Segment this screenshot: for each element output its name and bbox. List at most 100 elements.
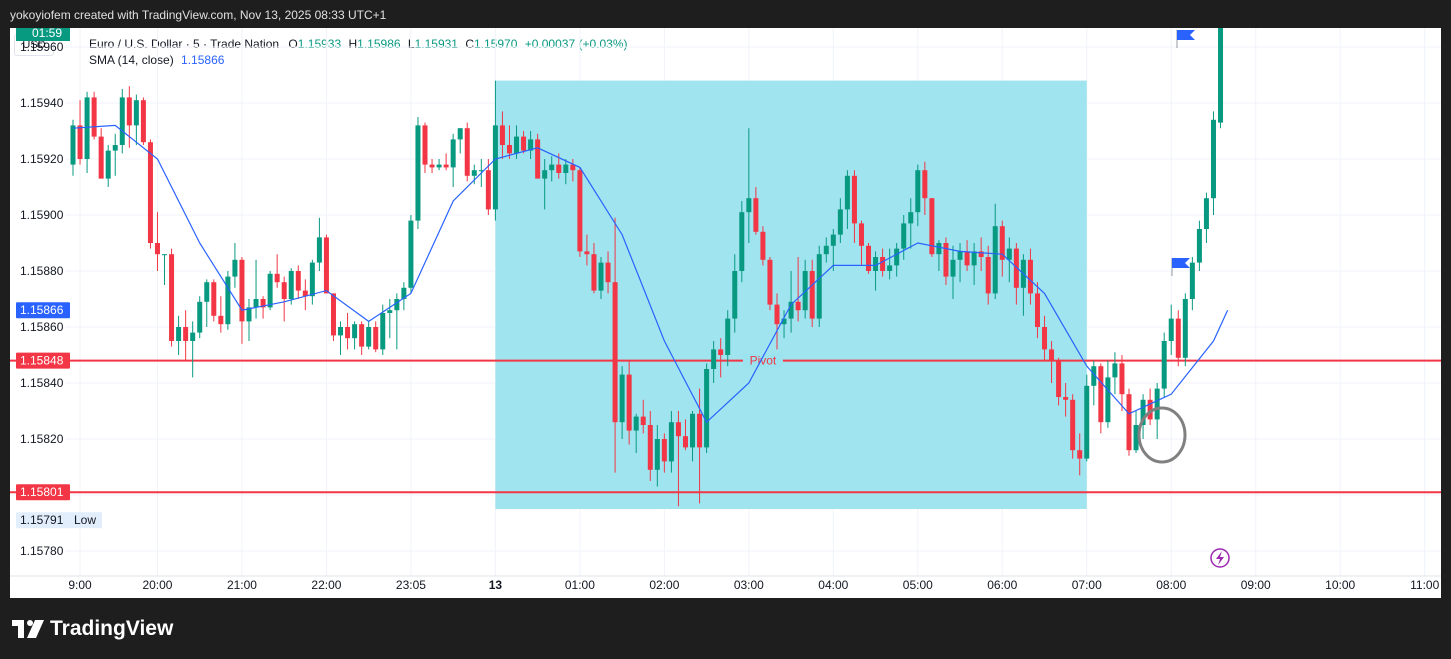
candle-up	[1006, 248, 1012, 260]
legend-sma-row[interactable]: SMA (14, close) 1.15866	[89, 52, 627, 68]
candle-up	[823, 245, 829, 255]
flag-marker-icon[interactable]	[1172, 258, 1190, 268]
candle-down	[760, 231, 766, 260]
candle-up	[957, 251, 963, 260]
candle-up	[528, 139, 534, 151]
low-label-badge	[16, 512, 70, 529]
candle-down	[1063, 397, 1069, 400]
low-label-value: 1.15791	[20, 513, 64, 527]
candle-up	[401, 287, 407, 299]
y-tick-label: 1.15820	[20, 432, 64, 446]
candle-down	[183, 327, 189, 341]
sma-line	[72, 124, 1229, 424]
candle-up	[1084, 385, 1090, 459]
candle-up	[197, 301, 203, 333]
pivot-price-label-value: 1.15848	[20, 354, 64, 368]
candle-up	[1112, 363, 1118, 378]
candle-down	[1126, 394, 1132, 451]
sma-price-label-value: 1.15866	[20, 303, 64, 317]
candle-down	[211, 282, 217, 316]
candle-down	[323, 237, 329, 294]
candle-up	[788, 301, 794, 319]
candle-down	[485, 170, 491, 210]
candle-up	[668, 422, 674, 462]
price-axis[interactable]: 1.157801.158001.158201.158401.158601.158…	[16, 28, 125, 558]
candle-up	[1133, 425, 1139, 451]
candle-down	[499, 125, 505, 145]
candle-up	[725, 318, 731, 355]
time-axis[interactable]: 9:00 20:00 21:00 22:00 23:05 13 01:00 02:00 03:0…	[10, 575, 1441, 592]
candle-down	[302, 290, 308, 297]
candle-up	[1203, 198, 1209, 229]
support-price-label-badge	[16, 484, 70, 501]
candle-up	[908, 212, 914, 224]
candle-up	[492, 125, 498, 210]
flag-marker-icon[interactable]	[1177, 30, 1195, 40]
price-chart[interactable]: Pivot 1.157801.158001.158201.158401.1586…	[10, 28, 1441, 598]
horizontal-levels[interactable]: Pivot	[10, 353, 1441, 494]
candle-down	[943, 243, 949, 277]
candle-down	[774, 304, 780, 325]
candle-down	[858, 223, 864, 246]
candle-down	[1042, 327, 1048, 350]
sma-polyline	[72, 124, 1229, 424]
candle-up	[704, 369, 710, 448]
candle-down	[1027, 259, 1033, 294]
footer-brand-text: TradingView	[50, 617, 174, 640]
candle-up	[1161, 341, 1167, 389]
candle-up	[352, 324, 358, 339]
candle-down	[295, 271, 301, 291]
candle-up	[436, 164, 442, 168]
pivot-label: Pivot	[750, 354, 777, 368]
candle-down	[999, 226, 1005, 260]
candle-up	[711, 349, 717, 369]
candle-down	[880, 257, 886, 271]
candle-up	[1168, 318, 1174, 341]
tradingview-logo-icon	[12, 620, 44, 638]
candle-down	[281, 282, 287, 299]
chart-panel[interactable]: USD Euro / U.S. Dollar · 5 · Trade Natio…	[10, 28, 1441, 598]
candle-up	[816, 254, 822, 319]
x-tick-label: 01:00	[565, 578, 595, 592]
candle-down	[1147, 399, 1153, 420]
candle-up	[1196, 229, 1202, 263]
candle-down	[169, 254, 175, 341]
candle-up	[901, 223, 907, 249]
candle-down	[626, 374, 632, 431]
candle-up	[316, 237, 322, 263]
candle-up	[408, 220, 414, 288]
candle-up	[70, 125, 76, 165]
candle-up	[837, 209, 843, 235]
candle-up	[133, 100, 139, 126]
candle-up	[992, 226, 998, 294]
x-tick-label: 05:00	[903, 578, 933, 592]
candle-up	[105, 150, 111, 179]
candle-down	[640, 416, 646, 425]
candle-down	[521, 136, 527, 151]
x-tick-label: 09:00	[1241, 578, 1271, 592]
y-tick-label: 1.15920	[20, 152, 64, 166]
candle-up	[514, 136, 520, 154]
candle-up	[690, 413, 696, 448]
candle-down	[1056, 360, 1062, 397]
candle-up	[802, 271, 808, 311]
candle-down	[443, 164, 449, 168]
candle-up	[394, 299, 400, 311]
attribution-text: yokoyiofem created with TradingView.com,…	[10, 8, 387, 22]
lightning-icon-bolt	[1216, 551, 1224, 565]
candle-up	[190, 332, 196, 341]
pivot-price-label-badge	[16, 352, 70, 369]
candle-down	[978, 251, 984, 257]
annotations[interactable]	[55, 28, 1441, 568]
candle-down	[1175, 318, 1181, 358]
candle-up	[549, 164, 555, 171]
candle-down	[239, 259, 245, 322]
circle-annotation[interactable]	[1137, 406, 1187, 464]
candle-down	[345, 327, 351, 339]
x-tick-label: 22:00	[311, 578, 341, 592]
candle-down	[464, 128, 470, 176]
candle-up	[338, 327, 344, 336]
y-tick-label: 1.15860	[20, 320, 64, 334]
lightning-icon[interactable]	[1210, 548, 1230, 568]
y-tick-label: 1.15960	[20, 40, 64, 54]
